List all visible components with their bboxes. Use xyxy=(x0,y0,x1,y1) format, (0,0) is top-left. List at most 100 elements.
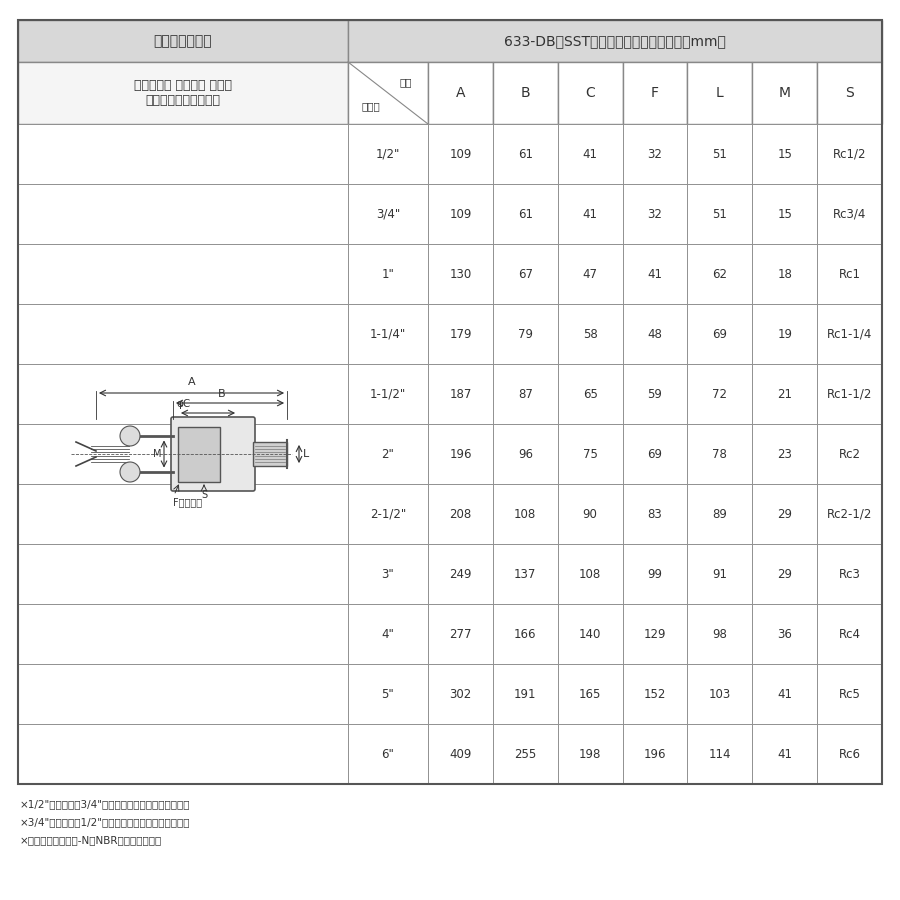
Text: 67: 67 xyxy=(518,267,533,281)
Text: 140: 140 xyxy=(579,627,601,641)
Bar xyxy=(688,124,752,184)
Bar xyxy=(493,364,558,424)
Text: 61: 61 xyxy=(518,148,533,160)
Text: 198: 198 xyxy=(579,748,601,760)
Text: 36: 36 xyxy=(778,627,792,641)
Bar xyxy=(623,724,688,784)
Bar xyxy=(558,184,623,244)
Text: 3": 3" xyxy=(382,568,394,580)
Text: M: M xyxy=(778,86,791,100)
Text: ×ガスケットはブナ-N（NBR）を標準装備。: ×ガスケットはブナ-N（NBR）を標準装備。 xyxy=(20,835,162,845)
Text: 51: 51 xyxy=(713,208,727,220)
Text: 187: 187 xyxy=(449,388,472,400)
Text: ×1/2"カプラーは3/4"アダプターにも接続できます。: ×1/2"カプラーは3/4"アダプターにも接続できます。 xyxy=(20,799,191,809)
Text: 41: 41 xyxy=(778,688,792,700)
Text: 61: 61 xyxy=(518,208,533,220)
Bar xyxy=(817,724,882,784)
Bar xyxy=(18,664,348,724)
Text: 137: 137 xyxy=(514,568,536,580)
Bar xyxy=(752,244,817,304)
Bar xyxy=(688,364,752,424)
Bar xyxy=(688,244,752,304)
Bar xyxy=(348,124,428,184)
Text: 62: 62 xyxy=(713,267,727,281)
Bar xyxy=(623,124,688,184)
Bar xyxy=(817,424,882,484)
Text: 29: 29 xyxy=(778,568,792,580)
Bar xyxy=(752,604,817,664)
Bar xyxy=(493,724,558,784)
Bar xyxy=(178,427,220,482)
Bar xyxy=(493,304,558,364)
Bar xyxy=(348,544,428,604)
Bar xyxy=(817,364,882,424)
Bar xyxy=(623,304,688,364)
Bar xyxy=(348,62,428,124)
Bar xyxy=(428,364,493,424)
Text: 41: 41 xyxy=(582,208,598,220)
Bar xyxy=(558,124,623,184)
Text: 129: 129 xyxy=(644,627,666,641)
Bar xyxy=(18,604,348,664)
Bar xyxy=(752,124,817,184)
Bar xyxy=(493,604,558,664)
Text: ×3/4"カプラーは1/2"アダプターにも接続できます。: ×3/4"カプラーは1/2"アダプターにも接続できます。 xyxy=(20,817,191,827)
Bar xyxy=(493,244,558,304)
Bar xyxy=(428,124,493,184)
Bar xyxy=(348,364,428,424)
Text: 90: 90 xyxy=(582,508,598,520)
Text: 59: 59 xyxy=(648,388,662,400)
Bar xyxy=(623,244,688,304)
Text: 103: 103 xyxy=(708,688,731,700)
Bar xyxy=(817,664,882,724)
Bar xyxy=(493,424,558,484)
Bar xyxy=(558,304,623,364)
Bar xyxy=(428,424,493,484)
Text: S: S xyxy=(201,490,207,500)
Bar xyxy=(348,184,428,244)
Text: 96: 96 xyxy=(518,447,533,461)
Text: Rc1-1/2: Rc1-1/2 xyxy=(827,388,872,400)
Text: Rc1/2: Rc1/2 xyxy=(832,148,867,160)
Text: A: A xyxy=(188,377,195,387)
Bar xyxy=(752,304,817,364)
FancyBboxPatch shape xyxy=(171,417,255,491)
Text: 21: 21 xyxy=(778,388,792,400)
Bar xyxy=(18,724,348,784)
Text: 5": 5" xyxy=(382,688,394,700)
Text: 79: 79 xyxy=(518,328,533,340)
Text: 196: 196 xyxy=(449,447,472,461)
Text: 48: 48 xyxy=(648,328,662,340)
Text: 2-1/2": 2-1/2" xyxy=(370,508,406,520)
Text: 91: 91 xyxy=(713,568,727,580)
Bar xyxy=(752,424,817,484)
Bar xyxy=(18,20,882,784)
Bar xyxy=(688,424,752,484)
Text: 72: 72 xyxy=(713,388,727,400)
Bar xyxy=(18,244,348,304)
Text: 78: 78 xyxy=(713,447,727,461)
Text: 255: 255 xyxy=(514,748,536,760)
Text: Rc1-1/4: Rc1-1/4 xyxy=(827,328,872,340)
Bar xyxy=(348,304,428,364)
Bar xyxy=(623,604,688,664)
Bar xyxy=(493,62,558,124)
Bar xyxy=(752,364,817,424)
Text: L: L xyxy=(716,86,724,100)
Bar xyxy=(428,62,493,124)
Text: 277: 277 xyxy=(449,627,472,641)
Bar xyxy=(558,544,623,604)
Text: 2": 2" xyxy=(382,447,394,461)
Text: 89: 89 xyxy=(713,508,727,520)
Bar xyxy=(817,124,882,184)
Text: 18: 18 xyxy=(778,267,792,281)
Bar xyxy=(493,664,558,724)
Text: 166: 166 xyxy=(514,627,536,641)
Bar xyxy=(688,664,752,724)
Bar xyxy=(752,484,817,544)
Text: 15: 15 xyxy=(778,148,792,160)
Bar xyxy=(558,724,623,784)
Bar xyxy=(348,664,428,724)
Bar xyxy=(817,244,882,304)
Text: 75: 75 xyxy=(582,447,598,461)
